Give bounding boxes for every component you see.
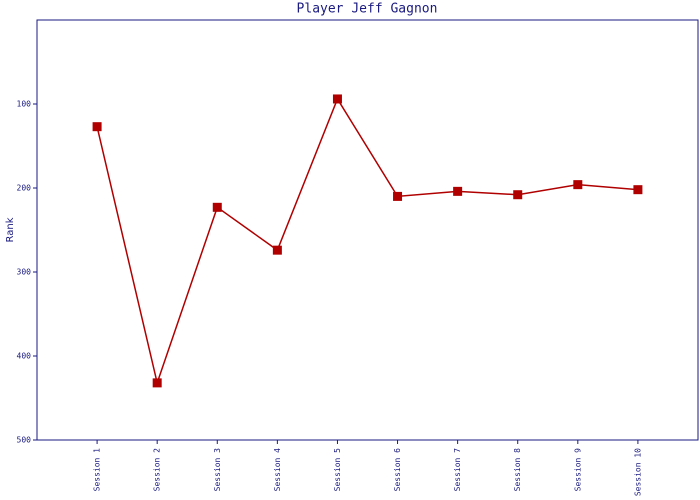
point-marker <box>332 94 342 104</box>
x-tick-label: Session 2 <box>153 448 162 492</box>
point-marker <box>393 191 403 201</box>
chart-title: Player Jeff Gagnon <box>297 2 438 17</box>
x-tick-label: Session 7 <box>453 448 462 492</box>
point-marker <box>152 378 162 388</box>
point-marker <box>272 245 282 255</box>
point-marker <box>212 202 222 212</box>
point-marker <box>513 190 523 200</box>
y-tick-label: 500 <box>17 436 32 445</box>
y-tick-label: 400 <box>17 352 32 361</box>
x-tick-label: Session 3 <box>213 448 222 492</box>
x-tick-label: Session 8 <box>513 448 522 492</box>
y-tick-label: 200 <box>17 184 32 193</box>
x-tick-label: Session 5 <box>333 448 342 492</box>
x-tick-label: Session 9 <box>573 448 582 492</box>
x-tick-label: Session 4 <box>273 448 282 492</box>
x-tick-label: Session 6 <box>393 448 402 492</box>
y-axis-label: Rank <box>5 217 16 242</box>
y-tick-label: 300 <box>17 268 32 277</box>
point-marker <box>573 180 583 190</box>
x-tick-label: Session 10 <box>633 448 642 496</box>
series-line <box>96 97 638 386</box>
point-marker <box>92 122 102 132</box>
point-marker <box>453 186 463 196</box>
plot-frame <box>36 19 699 441</box>
y-tick-label: 100 <box>17 100 32 109</box>
point-marker <box>633 185 643 195</box>
x-tick-label: Session 1 <box>93 448 102 492</box>
